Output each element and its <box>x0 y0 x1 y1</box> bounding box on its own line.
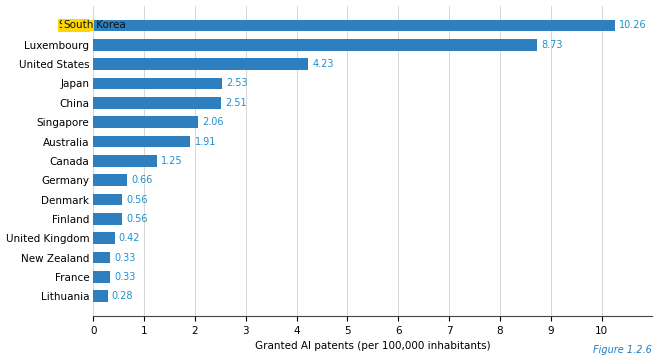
Bar <box>93 116 198 128</box>
Text: 0.42: 0.42 <box>118 233 140 243</box>
Bar <box>93 78 222 89</box>
Text: 0.28: 0.28 <box>112 291 133 301</box>
Bar <box>93 58 309 70</box>
Bar <box>93 155 157 167</box>
X-axis label: Granted AI patents (per 100,000 inhabitants): Granted AI patents (per 100,000 inhabita… <box>255 341 491 351</box>
Bar <box>93 136 190 147</box>
Bar <box>93 20 615 31</box>
Text: 0.66: 0.66 <box>131 175 153 185</box>
Text: 8.73: 8.73 <box>541 40 563 50</box>
Text: Korea: Korea <box>93 20 126 30</box>
Text: 1.91: 1.91 <box>195 136 216 146</box>
Text: 0.33: 0.33 <box>114 252 136 262</box>
Text: 2.53: 2.53 <box>226 79 247 89</box>
Bar <box>93 252 110 263</box>
Text: 10.26: 10.26 <box>619 20 647 30</box>
Bar <box>93 39 537 51</box>
Text: 0.56: 0.56 <box>126 214 147 224</box>
Text: 0.56: 0.56 <box>126 195 147 205</box>
Bar <box>93 194 122 205</box>
Text: South: South <box>63 20 93 30</box>
Text: 1.25: 1.25 <box>161 156 182 166</box>
Bar <box>93 97 221 109</box>
Bar <box>93 291 107 302</box>
Bar <box>93 175 127 186</box>
Text: 4.23: 4.23 <box>313 59 334 69</box>
Text: South: South <box>59 20 89 30</box>
Bar <box>93 213 122 225</box>
Text: 0.33: 0.33 <box>114 272 136 282</box>
Text: 2.06: 2.06 <box>202 117 224 127</box>
Text: 2.51: 2.51 <box>225 98 247 108</box>
Bar <box>93 271 110 283</box>
Bar <box>93 232 114 244</box>
Text: Figure 1.2.6: Figure 1.2.6 <box>593 345 651 355</box>
